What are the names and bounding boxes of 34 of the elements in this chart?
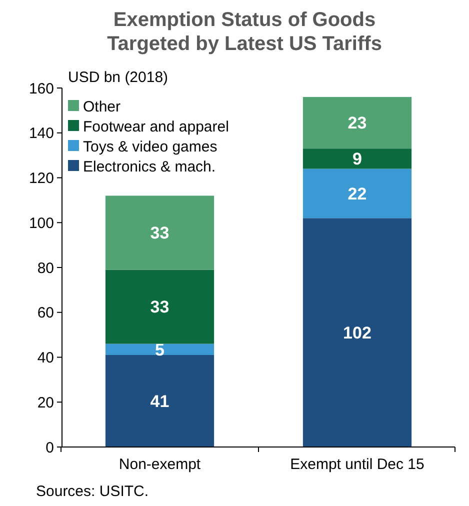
- source-note: Sources: USITC.: [36, 483, 149, 500]
- data-label: 41: [150, 392, 170, 411]
- y-tick-label: 20: [37, 394, 54, 412]
- data-label: 33: [150, 298, 170, 317]
- data-label: 5: [155, 340, 164, 360]
- y-tick-label: 140: [28, 125, 54, 142]
- bar: [302, 168, 412, 218]
- legend-label: Electronics & mach.: [83, 158, 216, 176]
- y-tick-label: 40: [37, 350, 54, 366]
- y-tick-label: 60: [37, 304, 54, 322]
- x-tick-label: Exempt until Dec 15: [290, 456, 424, 473]
- data-label: 23: [348, 114, 367, 133]
- bar: [105, 344, 214, 356]
- x-tick-label: Non-exempt: [118, 456, 202, 473]
- y-axis-title: USD bn (2018): [68, 69, 168, 86]
- legend-label: Other: [83, 98, 121, 116]
- bar: [302, 96, 412, 149]
- y-tick-label: 80: [37, 260, 54, 277]
- data-label: 22: [348, 184, 367, 204]
- bar: [105, 196, 214, 270]
- data-label: 33: [150, 224, 170, 243]
- legend-label: Toys & video games: [83, 138, 218, 156]
- data-label: 9: [352, 150, 362, 169]
- y-tick-label: 100: [28, 214, 54, 232]
- bar: [302, 148, 412, 169]
- bar: [105, 270, 214, 344]
- y-tick-label: 0: [46, 439, 54, 456]
- chart-title: Exemption Status of Goods Targeted by Latest US Tariffs: [107, 9, 382, 55]
- bar: [105, 355, 214, 447]
- data-label: 102: [343, 324, 372, 343]
- bar: [302, 218, 412, 447]
- y-tick-label: 120: [28, 170, 54, 187]
- legend-label: Footwear and apparel: [83, 118, 229, 136]
- y-tick-label: 160: [28, 80, 54, 98]
